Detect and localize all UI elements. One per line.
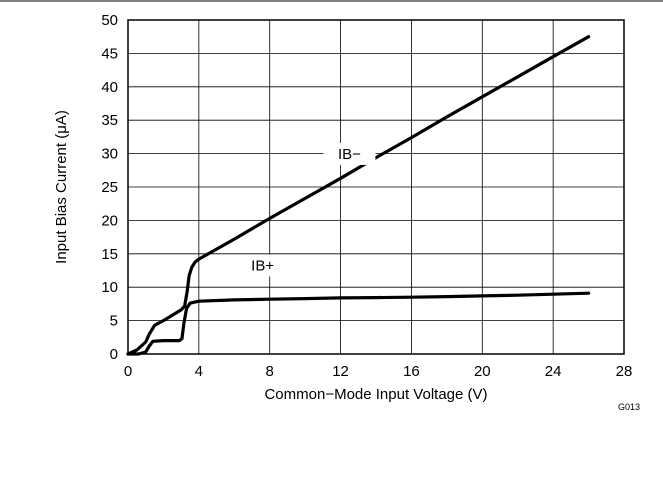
y-tick-label: 50: [101, 12, 118, 29]
grid: [128, 20, 624, 354]
x-tick-label: 8: [266, 363, 274, 380]
x-tick-label: 12: [332, 363, 349, 380]
series-line-ib-plus: [126, 291, 591, 356]
plot-frame: [127, 19, 625, 355]
series-lines: [126, 35, 591, 356]
annotation-label: IB−: [338, 146, 361, 163]
y-tick-label: 30: [101, 146, 118, 163]
y-tick-label: 0: [110, 346, 118, 363]
x-axis-label: Common−Mode Input Voltage (V): [264, 386, 487, 403]
y-tick-label: 35: [101, 112, 118, 129]
y-tick-labels: 0 5 10 15 20 25 30 35 40 45 50: [101, 12, 118, 363]
annotations: IB− IB+: [236, 142, 376, 277]
x-tick-label: 4: [195, 363, 203, 380]
series-line-ib-minus: [126, 35, 591, 356]
y-tick-label: 45: [101, 45, 118, 62]
annotation-background: [323, 142, 376, 165]
y-tick-label: 25: [101, 179, 118, 196]
figure-code: G013: [618, 402, 640, 412]
annotation-label: IB+: [251, 258, 274, 275]
y-tick-label: 15: [101, 246, 118, 263]
x-tick-label: 0: [124, 363, 132, 380]
x-tick-label: 20: [474, 363, 491, 380]
y-axis-label: Input Bias Current (μA): [53, 110, 70, 264]
y-tick-label: 5: [110, 313, 118, 330]
x-tick-label: 28: [616, 363, 633, 380]
x-tick-label: 16: [403, 363, 420, 380]
y-tick-label: 40: [101, 79, 118, 96]
x-tick-label: 24: [545, 363, 562, 380]
y-tick-label: 20: [101, 212, 118, 229]
annotation-background: [236, 254, 289, 277]
y-tick-label: 10: [101, 279, 118, 296]
x-tick-labels: 0 4 8 12 16 20 24 28: [124, 363, 633, 380]
